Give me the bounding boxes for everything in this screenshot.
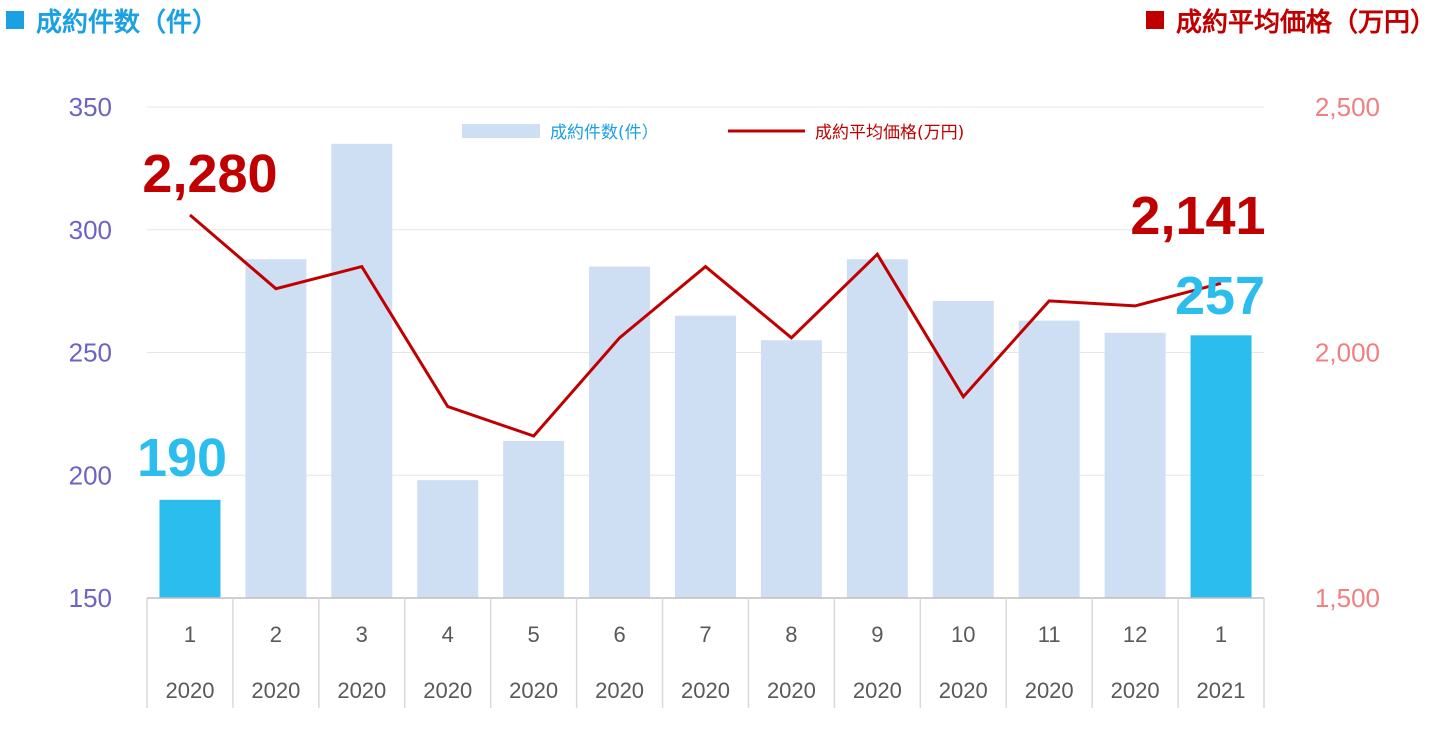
left-header-text: 成約件数（件） — [36, 7, 219, 38]
bar — [589, 266, 651, 598]
x-year-label: 2020 — [853, 678, 902, 703]
y-left-tick-label: 250 — [69, 338, 112, 368]
x-month-label: 12 — [1123, 622, 1147, 647]
x-year-label: 2020 — [595, 678, 644, 703]
x-month-label: 9 — [871, 622, 883, 647]
bars-group — [159, 143, 1252, 598]
y-left-tick-label: 150 — [69, 583, 112, 613]
y-right-tick-label: 2,000 — [1315, 338, 1380, 368]
price-line — [189, 213, 1222, 438]
y-right-tick-label: 2,500 — [1315, 92, 1380, 122]
callout-first-bar: 190 — [137, 428, 227, 488]
x-year-label: 2020 — [509, 678, 558, 703]
x-month-label: 1 — [184, 622, 196, 647]
line-group — [189, 213, 1222, 438]
left-axis-header: 成約件数（件） — [6, 0, 218, 40]
x-year-label: 2020 — [1111, 678, 1160, 703]
right-header-square — [1145, 11, 1164, 29]
bar — [245, 259, 307, 598]
x-month-label: 2 — [270, 622, 282, 647]
x-year-label: 2021 — [1197, 678, 1246, 703]
bar — [675, 315, 736, 598]
x-year-label: 2020 — [251, 678, 300, 703]
left-header-square — [6, 11, 24, 29]
legend: 成約件数(件） 成約平均価格(万円) — [462, 123, 964, 143]
bar — [1104, 332, 1166, 598]
x-month-label: 11 — [1038, 622, 1061, 647]
x-year-label: 2020 — [939, 678, 988, 703]
x-year-label: 2020 — [767, 678, 816, 703]
y-left-tick-label: 300 — [69, 215, 112, 245]
right-axis-header: 成約平均価格（万円） — [1145, 0, 1436, 40]
x-month-label: 3 — [356, 622, 368, 647]
callout-last-line: 2,141 — [1130, 186, 1265, 246]
bar — [159, 499, 221, 598]
legend-bar-swatch — [462, 124, 540, 138]
bar — [760, 340, 822, 598]
x-month-label: 7 — [699, 622, 711, 647]
x-year-label: 2020 — [165, 678, 214, 703]
x-month-label: 5 — [528, 622, 540, 647]
y-left-tick-label: 200 — [69, 460, 112, 490]
bar — [932, 300, 994, 598]
x-year-label: 2020 — [1025, 678, 1074, 703]
bar — [503, 440, 565, 598]
bar — [331, 143, 393, 598]
y-left-tick-label: 350 — [69, 92, 112, 122]
x-month-label: 1 — [1215, 622, 1227, 647]
x-month-label: 10 — [951, 622, 975, 647]
x-month-label: 6 — [613, 622, 625, 647]
bar — [846, 259, 908, 598]
x-month-label: 4 — [442, 622, 454, 647]
bar — [1190, 335, 1252, 598]
right-header-text: 成約平均価格（万円） — [1175, 7, 1436, 38]
x-year-label: 2020 — [337, 678, 386, 703]
callout-last-bar: 257 — [1175, 266, 1265, 326]
x-month-label: 8 — [785, 622, 797, 647]
callout-first-line: 2,280 — [142, 144, 277, 204]
y-right-tick-label: 1,500 — [1315, 583, 1380, 613]
bar — [417, 480, 479, 598]
bar — [1018, 320, 1080, 598]
x-year-label: 2020 — [681, 678, 730, 703]
x-year-label: 2020 — [423, 678, 472, 703]
legend-bar-label: 成約件数(件） — [550, 123, 659, 143]
legend-line-label: 成約平均価格(万円) — [815, 123, 964, 143]
axes-group: 350 300 250 200 150 2,500 2,000 1,500 1 2020 2 2020… — [69, 92, 1380, 708]
